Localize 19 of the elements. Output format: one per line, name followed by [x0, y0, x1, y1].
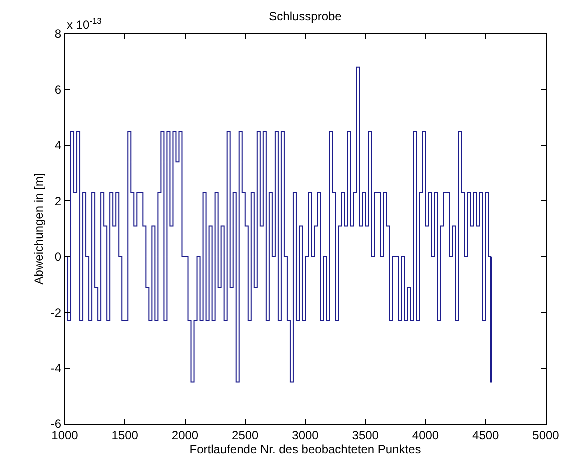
y-tick-label: 8: [54, 27, 62, 42]
y-axis-title: Abweichungen in [m]: [32, 173, 46, 285]
y-tick-label: -4: [50, 361, 62, 376]
y-tick-label: 2: [54, 194, 62, 208]
x-axis-title: Fortlaufende Nr. des beobachteten Punktes: [190, 442, 422, 456]
x-tick-label: 4000: [412, 428, 440, 442]
x-tick-label: 4500: [472, 428, 500, 442]
y-tick-label: 4: [54, 138, 62, 153]
x-tick-label: 5000: [532, 428, 560, 442]
y-tick-label: 0: [54, 250, 62, 264]
x-tick-label: 3500: [352, 428, 380, 442]
text: x 10$^{-13}$: [67, 16, 102, 32]
y-tick-label: 6: [54, 82, 62, 97]
chart-title: Schlussprobe: [269, 9, 342, 24]
x-tick-label: 1500: [112, 428, 139, 442]
x-tick-label: 2000: [172, 428, 199, 442]
x-tick-label: 2500: [232, 428, 260, 442]
y-tick-label: -2: [50, 306, 62, 320]
x-tick-label: 3000: [292, 428, 320, 442]
